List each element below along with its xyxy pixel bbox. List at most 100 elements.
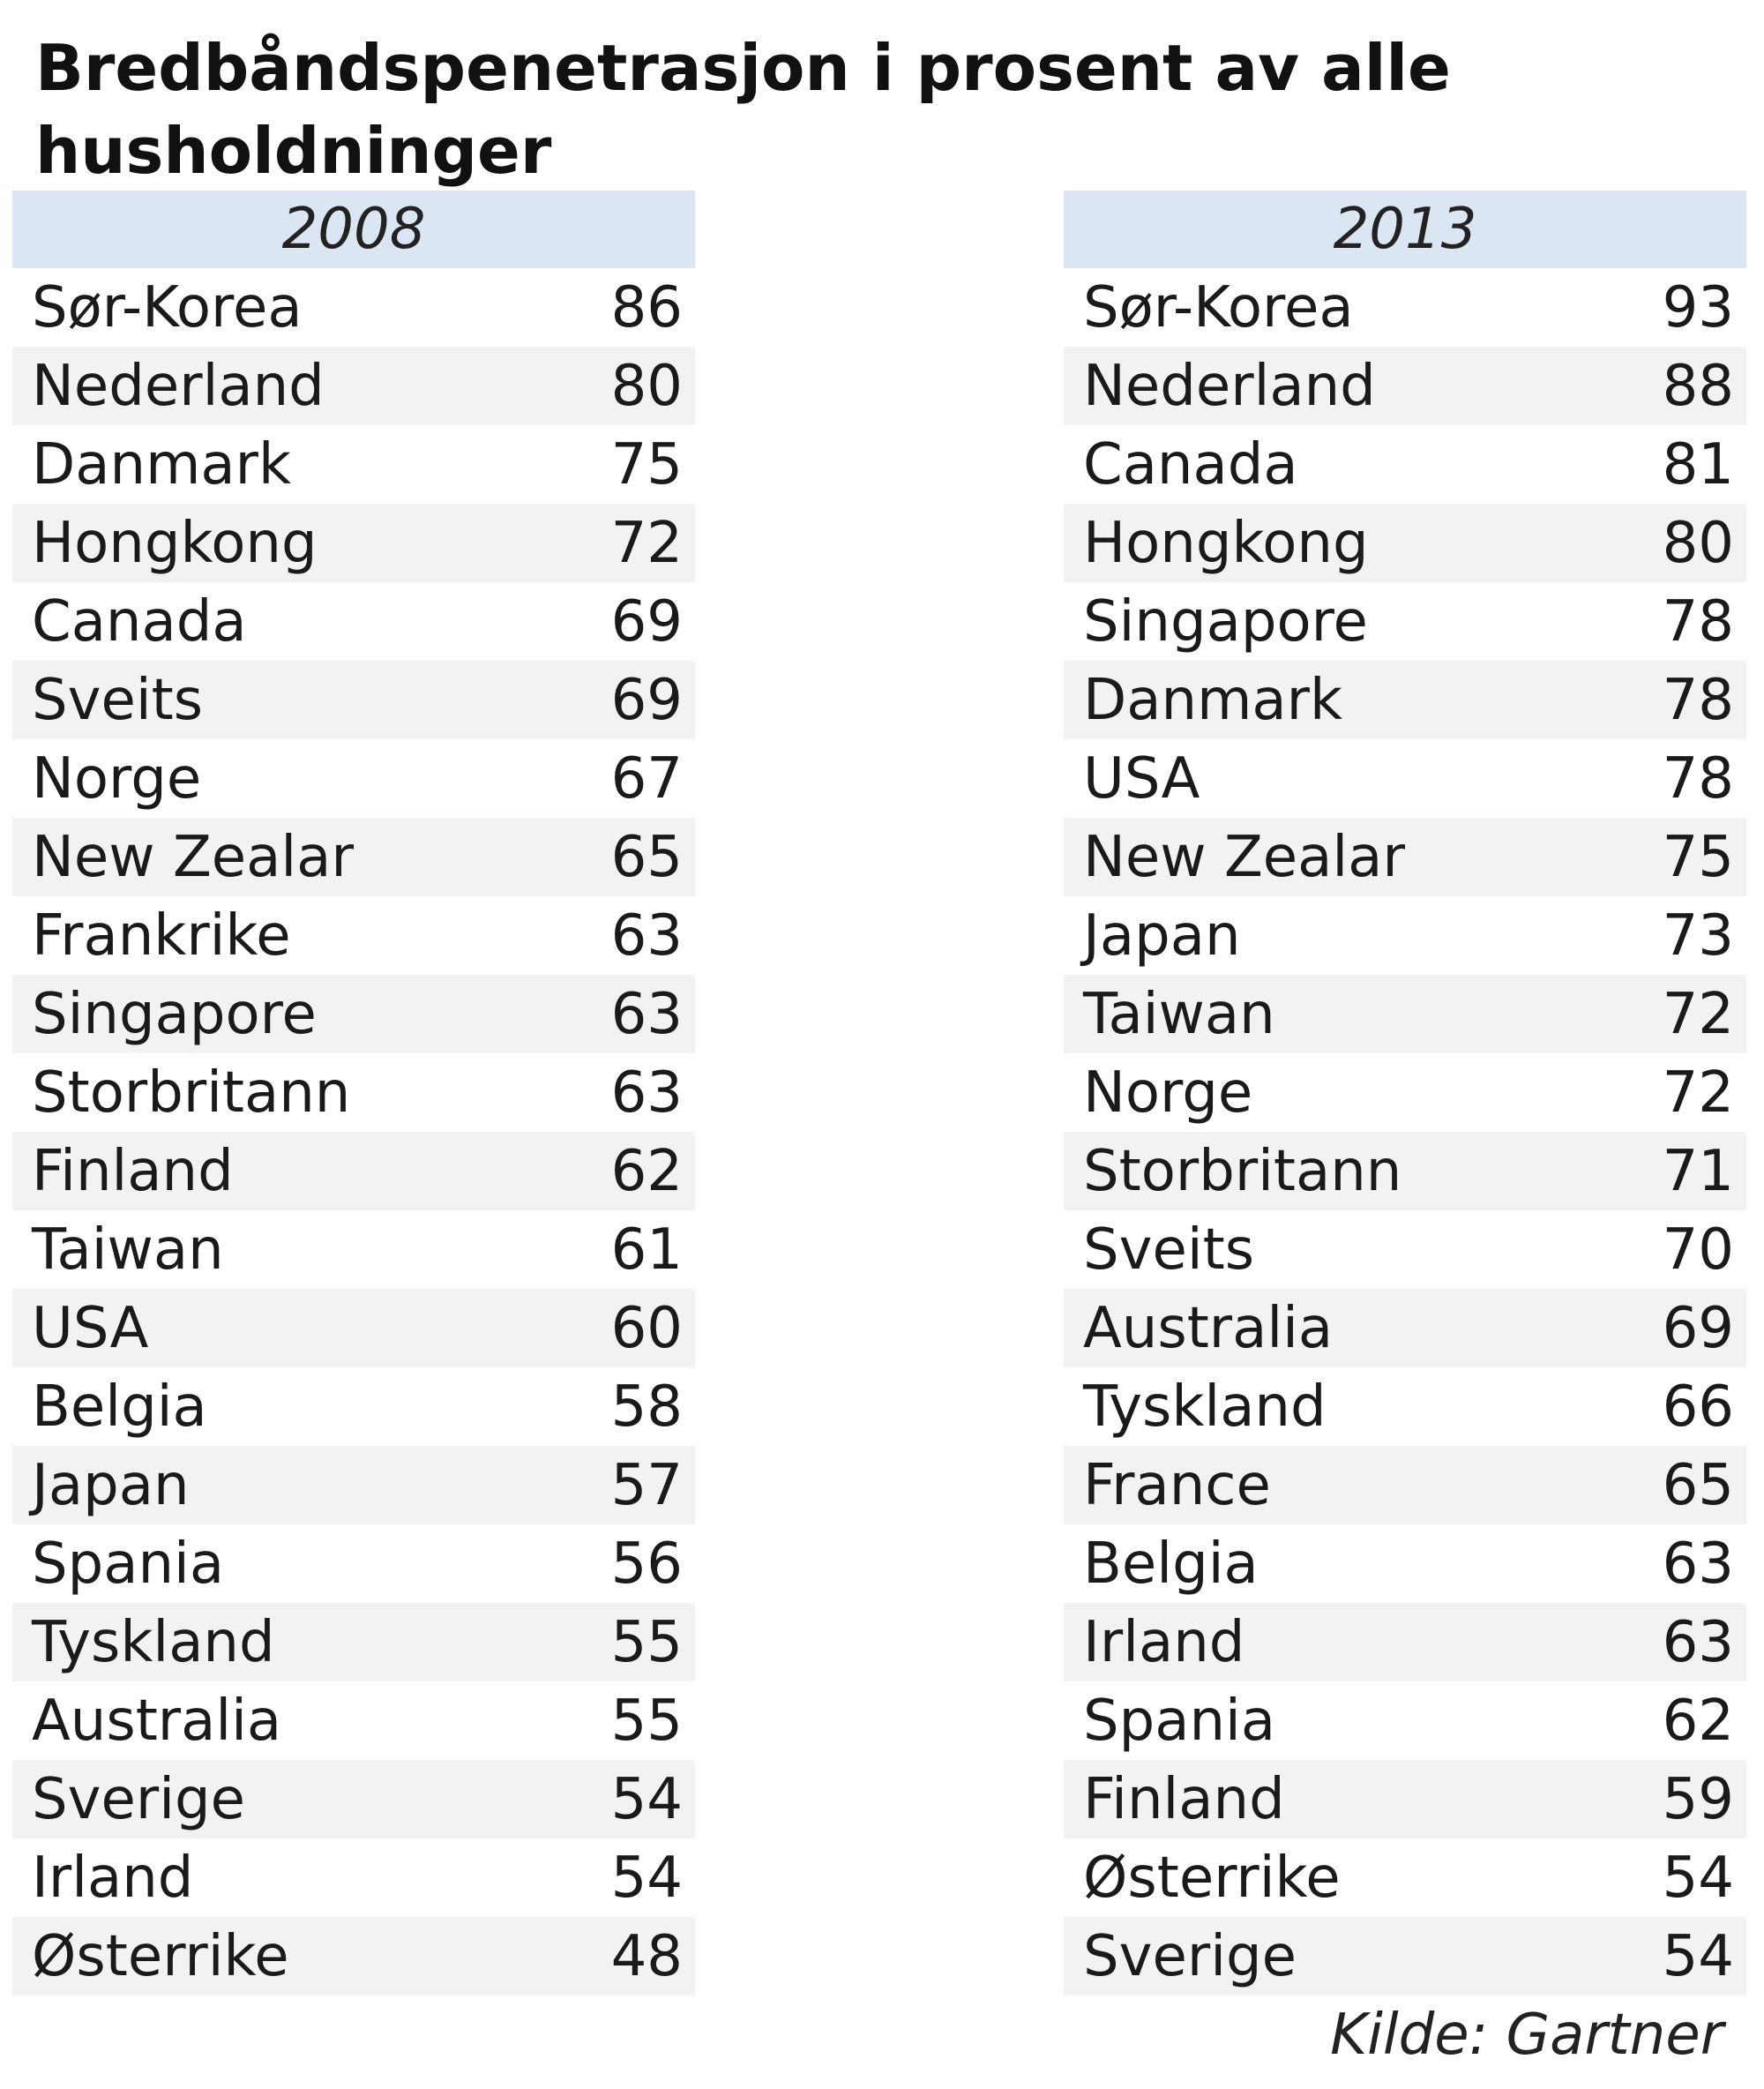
- country-name: Danmark: [32, 431, 291, 498]
- country-name: Tyskland: [1083, 1374, 1327, 1440]
- penetration-value: 80: [354, 347, 695, 425]
- penetration-value: 54: [1662, 1845, 1734, 1911]
- table-row: Norge 67: [12, 739, 695, 818]
- table-row: Belgia 58: [12, 1367, 695, 1446]
- table-row: Norge 72: [1064, 1053, 1746, 1132]
- country-name: Tyskland: [12, 1603, 354, 1681]
- penetration-value: 56: [610, 1531, 683, 1597]
- country-name: Irland: [32, 1845, 194, 1911]
- table-row: Finland 62: [12, 1132, 695, 1210]
- penetration-value: 93: [1662, 274, 1734, 341]
- table-row: Nederland 88: [1064, 347, 1746, 425]
- country-name: Sverige: [1064, 1917, 1405, 1995]
- country-name: USA: [12, 1289, 354, 1367]
- penetration-value: 69: [610, 588, 683, 655]
- table-row: Hongkong 72: [12, 504, 695, 582]
- table-row: Danmark 78: [1064, 661, 1746, 739]
- table-body-2013: Sør-Korea 93 Nederland 88 Canada 81 Hongkong 80…: [1064, 268, 1746, 1995]
- table-row: Japan 73: [1064, 896, 1746, 975]
- country-name: New Zealand: [12, 818, 354, 896]
- table-row: Spania 56: [12, 1524, 695, 1603]
- country-name: Japan: [12, 1446, 354, 1524]
- penetration-value: 72: [354, 504, 695, 582]
- country-name: Danmark: [1064, 661, 1405, 739]
- country-name: Sverige: [12, 1760, 354, 1838]
- country-name: Singapore: [12, 975, 354, 1053]
- penetration-value: 54: [1405, 1917, 1746, 1995]
- country-name: Sveits: [1083, 1217, 1255, 1283]
- table-row: Østerrike 54: [1064, 1838, 1746, 1917]
- penetration-value: 60: [354, 1289, 695, 1367]
- table-row: Australia 55: [12, 1681, 695, 1760]
- page-title: Bredbåndspenetrasjon i prosent av alle h…: [35, 31, 1451, 188]
- table-row: USA 60: [12, 1289, 695, 1367]
- table-row: Sverige 54: [1064, 1917, 1746, 1995]
- country-name: Belgia: [1083, 1531, 1259, 1597]
- country-name: Canada: [32, 588, 247, 655]
- table-2008: 2008 Sør-Korea 86 Nederland 80 Danmark 75 Hong…: [12, 191, 695, 1995]
- country-name: USA: [1083, 745, 1200, 812]
- table-row: Tyskland 55: [12, 1603, 695, 1681]
- year-header-2008: 2008: [12, 191, 695, 268]
- country-name: France: [1064, 1446, 1405, 1524]
- table-row: Storbritannia 63: [12, 1053, 695, 1132]
- penetration-value: 69: [1405, 1289, 1746, 1367]
- penetration-value: 63: [610, 902, 683, 969]
- year-header-2013: 2013: [1064, 191, 1746, 268]
- penetration-value: 57: [354, 1446, 695, 1524]
- penetration-value: 58: [610, 1374, 683, 1440]
- table-row: Storbritannia71: [1064, 1132, 1746, 1210]
- table-header-row: 2013: [1064, 191, 1746, 268]
- table-row: Japan 57: [12, 1446, 695, 1524]
- country-name: Hongkong: [1064, 504, 1405, 582]
- table-row: New Zealand75: [1064, 818, 1746, 896]
- country-name: Japan: [1083, 902, 1241, 969]
- table-row: Danmark 75: [12, 425, 695, 504]
- penetration-value: 63: [1662, 1531, 1734, 1597]
- table-row: France 65: [1064, 1446, 1746, 1524]
- table-row: Canada 81: [1064, 425, 1746, 504]
- penetration-value: 63: [1405, 1603, 1746, 1681]
- country-name: Norge: [32, 745, 202, 812]
- penetration-value: 65: [354, 818, 695, 896]
- country-name: Storbritannia: [1064, 1132, 1405, 1210]
- country-name: Østerrike: [12, 1917, 354, 1995]
- table-row: Sveits 70: [1064, 1210, 1746, 1289]
- penetration-value: 88: [1405, 347, 1746, 425]
- table-row: Nederland 80: [12, 347, 695, 425]
- country-name: New Zealand: [1064, 818, 1405, 896]
- country-name: Irland: [1064, 1603, 1405, 1681]
- penetration-value: 55: [610, 1688, 683, 1754]
- penetration-value: 55: [354, 1603, 695, 1681]
- table-row: Singapore 78: [1064, 582, 1746, 661]
- country-name: Norge: [1083, 1059, 1253, 1126]
- penetration-value: 86: [610, 274, 683, 341]
- country-name: Frankrike: [32, 902, 291, 969]
- country-name: Taiwan: [32, 1217, 224, 1283]
- table-row: Østerrike 48: [12, 1917, 695, 1995]
- penetration-value: 54: [354, 1760, 695, 1838]
- country-name: Canada: [1083, 431, 1298, 498]
- table-row: Singapore 63: [12, 975, 695, 1053]
- table-row: New Zealand65: [12, 818, 695, 896]
- table-row: Canada 69: [12, 582, 695, 661]
- table-row: Belgia 63: [1064, 1524, 1746, 1603]
- penetration-value: 66: [1662, 1374, 1734, 1440]
- table-row: Tyskland 66: [1064, 1367, 1746, 1446]
- penetration-value: 63: [610, 1059, 683, 1126]
- penetration-value: 65: [1405, 1446, 1746, 1524]
- country-name: Spania: [32, 1531, 225, 1597]
- penetration-value: 48: [354, 1917, 695, 1995]
- penetration-value: 69: [354, 661, 695, 739]
- country-name: Australia: [32, 1688, 282, 1754]
- table-row: Taiwan 61: [12, 1210, 695, 1289]
- country-name: Nederland: [12, 347, 354, 425]
- country-name: Taiwan: [1064, 975, 1405, 1053]
- table-row: Irland 63: [1064, 1603, 1746, 1681]
- table-header-row: 2008: [12, 191, 695, 268]
- table-row: Frankrike 63: [12, 896, 695, 975]
- penetration-value: 78: [1662, 745, 1734, 812]
- country-name: Belgia: [32, 1374, 207, 1440]
- table-row: Finland 59: [1064, 1760, 1746, 1838]
- country-name: Sør-Korea: [1083, 274, 1354, 341]
